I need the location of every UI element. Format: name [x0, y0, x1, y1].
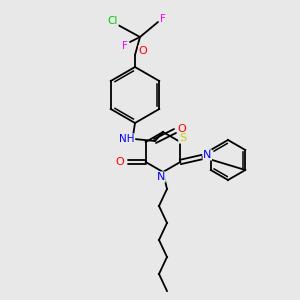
Text: O: O [115, 157, 124, 167]
Text: F: F [122, 41, 128, 51]
Text: F: F [160, 14, 166, 24]
Text: S: S [179, 133, 186, 143]
Text: NH: NH [119, 134, 135, 144]
Text: O: O [139, 46, 147, 56]
Text: Cl: Cl [108, 16, 118, 26]
Text: N: N [157, 172, 165, 182]
Text: O: O [178, 124, 186, 134]
Text: N: N [203, 150, 212, 160]
